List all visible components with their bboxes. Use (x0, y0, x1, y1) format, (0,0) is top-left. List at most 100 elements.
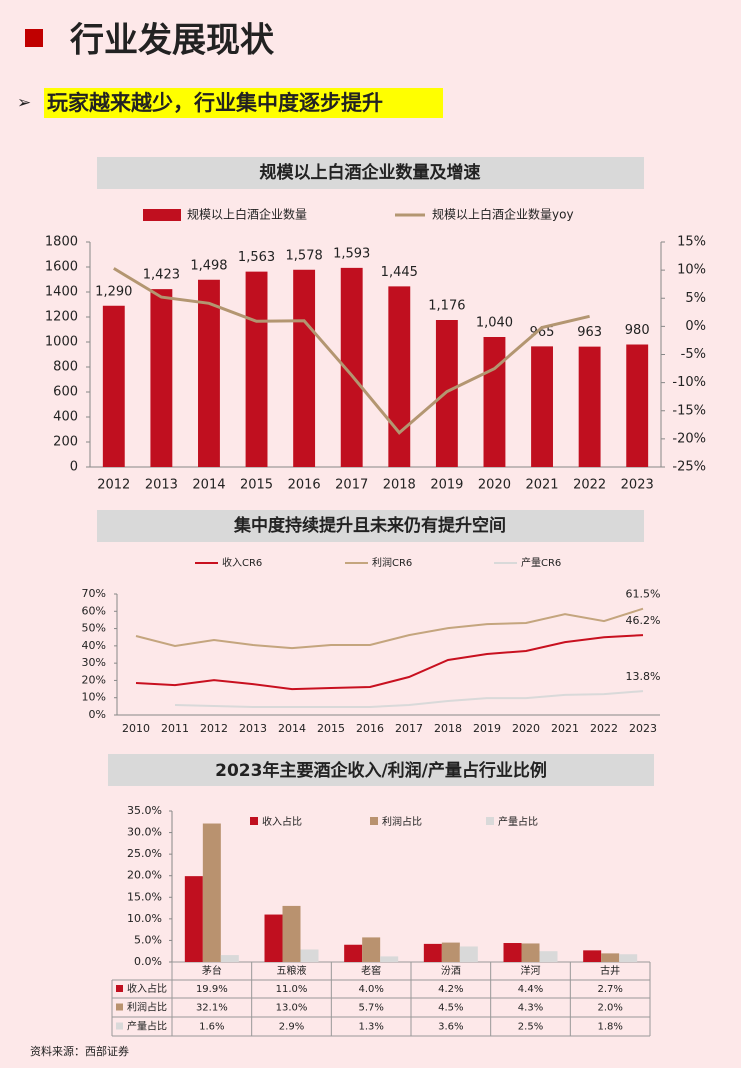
table-header: 茅台 (202, 964, 222, 977)
table-cell: 32.1% (196, 1003, 228, 1014)
bar (388, 286, 411, 467)
bar (601, 953, 620, 962)
y-tick-label: 60% (82, 604, 106, 617)
y-tick-label: 20% (82, 673, 106, 686)
bar (344, 944, 363, 962)
y-tick-label: 0 (70, 460, 78, 475)
x-tick-label: 2019 (430, 478, 463, 493)
chart-banner (108, 754, 654, 786)
table-cell: 4.5% (438, 1003, 463, 1014)
bar (423, 943, 442, 962)
x-tick-label: 2022 (573, 478, 606, 493)
subtitle-highlight (44, 88, 443, 118)
bar (220, 955, 239, 962)
y2-tick-label: 15% (677, 235, 706, 250)
data-label: 1,290 (95, 284, 132, 299)
y2-tick-label: -15% (672, 403, 706, 418)
table-cell: 2.9% (279, 1022, 304, 1033)
legend-swatch (486, 817, 494, 825)
y-tick-label: 1400 (45, 285, 78, 300)
legend-label: 产量CR6 (521, 556, 561, 569)
bar (578, 346, 601, 467)
data-label: 963 (577, 325, 602, 340)
y-tick-label: 30.0% (127, 826, 162, 839)
chart-banner (97, 157, 644, 189)
table-row-label: 利润占比 (127, 1001, 167, 1014)
legend-label: 收入占比 (262, 815, 302, 828)
table-cell: 13.0% (276, 1003, 308, 1014)
y-tick-label: 5.0% (134, 933, 162, 946)
y-tick-label: 30% (82, 656, 106, 669)
x-tick-label: 2020 (512, 722, 540, 735)
y-tick-label: 1200 (45, 310, 78, 325)
bar (340, 267, 363, 467)
y2-tick-label: -20% (672, 431, 706, 446)
source-note: 资料来源：西部证券 (30, 1044, 129, 1058)
chart-title: 规模以上白酒企业数量及增速 (260, 162, 481, 183)
table-header: 五粮液 (277, 964, 307, 977)
y-tick-label: 40% (82, 639, 106, 652)
line (113, 267, 590, 435)
bar (626, 344, 649, 467)
x-tick-label: 2022 (590, 722, 618, 735)
x-tick-label: 2015 (240, 478, 273, 493)
y2-tick-label: -10% (672, 375, 706, 390)
legend-label: 利润占比 (382, 815, 422, 828)
data-label: 1,176 (428, 299, 465, 314)
y2-tick-label: 5% (685, 291, 706, 306)
table-cell: 1.8% (597, 1022, 622, 1033)
bar (245, 271, 268, 467)
chart-banner (97, 510, 644, 542)
legend-label: 规模以上白酒企业数量 (187, 207, 307, 222)
y2-tick-label: 0% (685, 319, 706, 334)
table-cell: 4.0% (358, 984, 383, 995)
data-label: 1,423 (143, 268, 180, 283)
bar (441, 942, 460, 962)
bar (300, 949, 319, 962)
y-tick-label: 400 (53, 410, 78, 425)
line (135, 607, 644, 650)
x-tick-label: 2019 (473, 722, 501, 735)
bar (503, 943, 522, 962)
table-cell: 4.2% (438, 984, 463, 995)
x-tick-label: 2013 (145, 478, 178, 493)
legend-label: 收入CR6 (222, 556, 262, 569)
data-label: 46.2% (626, 614, 661, 627)
legend-swatch (250, 817, 258, 825)
data-label: 1,578 (286, 248, 323, 263)
chart-title: 集中度持续提升且未来仍有提升空间 (233, 515, 506, 536)
bar (521, 943, 540, 962)
x-tick-label: 2021 (551, 722, 579, 735)
bar (459, 946, 478, 962)
table-swatch (116, 1003, 123, 1011)
bar (282, 905, 301, 962)
bar (380, 956, 399, 962)
data-label: 13.8% (626, 670, 661, 683)
table-cell: 4.3% (518, 1003, 543, 1014)
y-tick-label: 1600 (45, 260, 78, 275)
y-tick-label: 35.0% (127, 804, 162, 817)
bar (202, 823, 221, 962)
bar (293, 269, 316, 467)
x-tick-label: 2013 (239, 722, 267, 735)
bar (184, 876, 203, 962)
data-label: 1,593 (333, 246, 370, 261)
bar (619, 954, 638, 962)
legend-label: 利润CR6 (372, 556, 412, 569)
x-tick-label: 2020 (478, 478, 511, 493)
y-tick-label: 25.0% (127, 847, 162, 860)
x-tick-label: 2015 (317, 722, 345, 735)
y-tick-label: 1000 (45, 335, 78, 350)
legend-label: 产量占比 (498, 815, 538, 828)
y-tick-label: 10% (82, 691, 106, 704)
x-tick-label: 2023 (621, 478, 654, 493)
table-cell: 2.5% (518, 1022, 543, 1033)
x-tick-label: 2016 (288, 478, 321, 493)
y-tick-label: 800 (53, 360, 78, 375)
bar (198, 279, 220, 467)
data-label: 1,563 (238, 250, 275, 265)
data-label: 965 (530, 325, 555, 340)
bar (483, 337, 506, 467)
line (174, 690, 644, 708)
subtitle: 玩家越来越少，行业集中度逐步提升 (47, 91, 383, 115)
